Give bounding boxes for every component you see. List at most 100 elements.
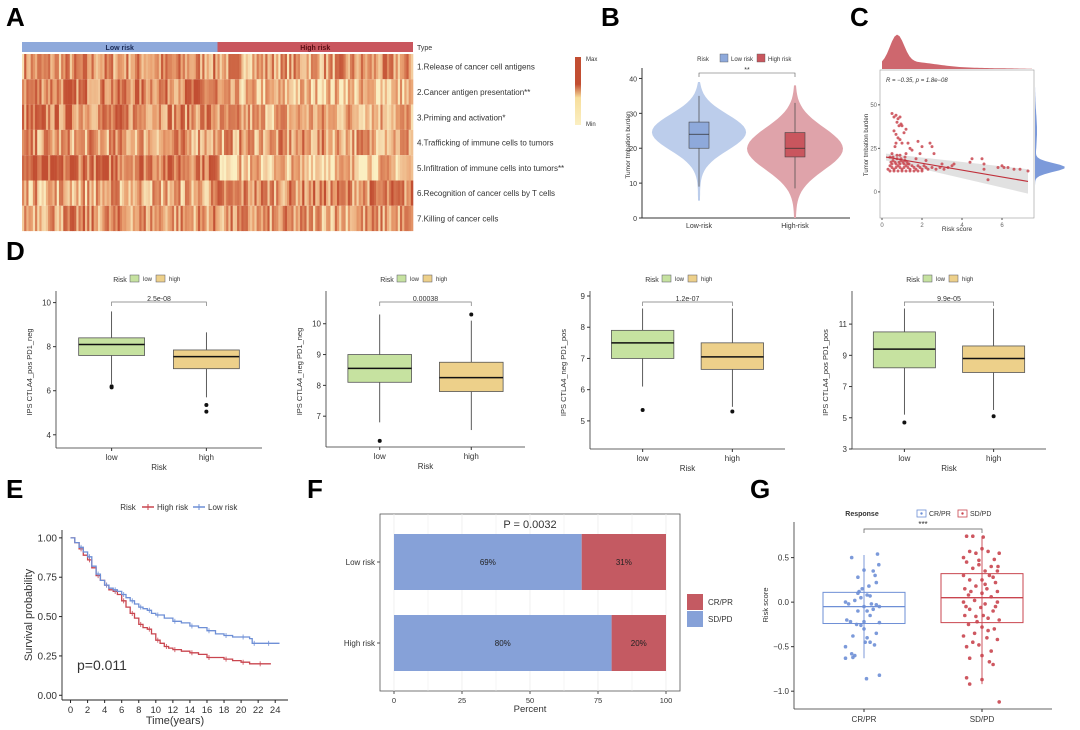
heatmap-cell bbox=[404, 155, 407, 181]
heatmap-cell bbox=[321, 54, 325, 80]
heatmap-cell bbox=[384, 180, 388, 206]
heatmap-cell bbox=[232, 180, 236, 206]
heatmap-cell bbox=[341, 129, 344, 156]
panel-label-e: E bbox=[6, 474, 24, 504]
heatmap-cell bbox=[171, 54, 175, 80]
heatmap-cell bbox=[378, 180, 381, 206]
group-bar-high-risk bbox=[217, 42, 413, 52]
y-tick-label: −1.0 bbox=[773, 687, 789, 696]
heatmap-cell bbox=[323, 104, 327, 130]
heatmap-cell bbox=[367, 180, 370, 206]
heatmap-cell bbox=[271, 54, 275, 80]
survival-curve-high-risk bbox=[70, 537, 271, 665]
heatmap-cell bbox=[200, 180, 203, 206]
heatmap-cell bbox=[208, 54, 212, 80]
heatmap-cell bbox=[373, 104, 377, 130]
data-point bbox=[894, 113, 898, 117]
jitter-point bbox=[989, 595, 993, 599]
legend-title: Risk bbox=[697, 57, 710, 63]
heatmap-cell bbox=[37, 205, 40, 232]
heatmap-cell bbox=[161, 54, 164, 80]
heatmap-cell bbox=[80, 54, 84, 80]
heatmap-cell bbox=[284, 205, 288, 232]
panel-label-g: G bbox=[750, 474, 771, 504]
heatmap-cell bbox=[317, 155, 320, 181]
heatmap-cell bbox=[224, 205, 227, 232]
heatmap-cell bbox=[330, 180, 333, 206]
heatmap-cell bbox=[158, 155, 162, 181]
heatmap-cell bbox=[258, 104, 262, 130]
heatmap-cell bbox=[228, 54, 231, 80]
jitter-point bbox=[854, 622, 859, 627]
heatmap-cell bbox=[117, 54, 121, 80]
heatmap-cell bbox=[100, 54, 103, 80]
heatmap-cell bbox=[187, 155, 190, 181]
heatmap-cell bbox=[336, 79, 340, 105]
heatmap-cell bbox=[30, 54, 34, 80]
heatmap-cell bbox=[191, 155, 194, 181]
data-point bbox=[908, 146, 912, 150]
heatmap-cell bbox=[358, 155, 362, 181]
heatmap-cell bbox=[195, 205, 199, 232]
heatmap-cell bbox=[250, 180, 253, 206]
heatmap-cell bbox=[202, 79, 205, 105]
heatmap-cell bbox=[56, 129, 60, 156]
data-point bbox=[896, 169, 900, 173]
jitter-point bbox=[877, 673, 882, 677]
heatmap-cell bbox=[163, 104, 166, 130]
heatmap-cell bbox=[43, 180, 47, 206]
heatmap-cell bbox=[282, 180, 286, 206]
heatmap-cell bbox=[206, 155, 210, 181]
heatmap-cell bbox=[119, 180, 123, 206]
heatmap-cell bbox=[102, 205, 105, 232]
x-tick-label: 10 bbox=[151, 705, 162, 716]
heatmap-cell bbox=[39, 54, 42, 80]
heatmap-cell bbox=[363, 205, 366, 232]
heatmap-cell bbox=[263, 180, 266, 206]
jitter-point bbox=[863, 640, 867, 644]
heatmap-cell bbox=[265, 79, 268, 105]
x-tick-label: 0 bbox=[68, 705, 73, 716]
jitter-point bbox=[857, 589, 861, 594]
heatmap-cell bbox=[82, 180, 86, 206]
heatmap-cell bbox=[195, 54, 199, 80]
data-point bbox=[910, 164, 914, 168]
heatmap-cell bbox=[399, 54, 403, 80]
heatmap-cell bbox=[245, 104, 249, 130]
heatmap-cell bbox=[347, 129, 351, 156]
heatmap-cell bbox=[95, 205, 99, 232]
heatmap-cell bbox=[378, 155, 381, 181]
jitter-point bbox=[862, 619, 866, 624]
heatmap-cell bbox=[267, 205, 270, 232]
significance-bracket bbox=[863, 528, 983, 533]
x-tick-label: 24 bbox=[270, 705, 281, 716]
heatmap-cell bbox=[254, 79, 257, 105]
outlier-point bbox=[640, 407, 645, 412]
heatmap-cell bbox=[319, 104, 323, 130]
p-value-label: 9.9e-05 bbox=[937, 296, 961, 303]
heatmap-cell bbox=[184, 155, 188, 181]
heatmap-cell bbox=[230, 79, 233, 105]
heatmap-cell bbox=[195, 104, 199, 130]
heatmap-cell bbox=[43, 54, 47, 80]
heatmap-cell bbox=[87, 79, 90, 105]
heatmap-cell bbox=[28, 129, 31, 156]
heatmap-cell bbox=[28, 54, 31, 80]
heatmap-cell bbox=[250, 155, 253, 181]
heatmap-cell bbox=[48, 129, 51, 156]
heatmap-cell bbox=[163, 205, 166, 232]
heatmap-cell bbox=[58, 155, 62, 181]
jitter-point bbox=[877, 562, 881, 567]
heatmap-cell bbox=[32, 79, 36, 105]
jitter-point bbox=[849, 652, 854, 656]
heatmap-cell bbox=[200, 104, 203, 130]
heatmap-cell bbox=[234, 180, 238, 206]
heatmap-cell bbox=[378, 104, 381, 130]
heatmap-cell bbox=[341, 205, 344, 232]
heatmap-cell bbox=[391, 180, 394, 206]
heatmap-cell bbox=[67, 155, 71, 181]
heatmap-cell bbox=[58, 104, 62, 130]
legend-label-low: low bbox=[410, 277, 420, 283]
heatmap-cell bbox=[210, 180, 214, 206]
heatmap-cell bbox=[63, 205, 66, 232]
